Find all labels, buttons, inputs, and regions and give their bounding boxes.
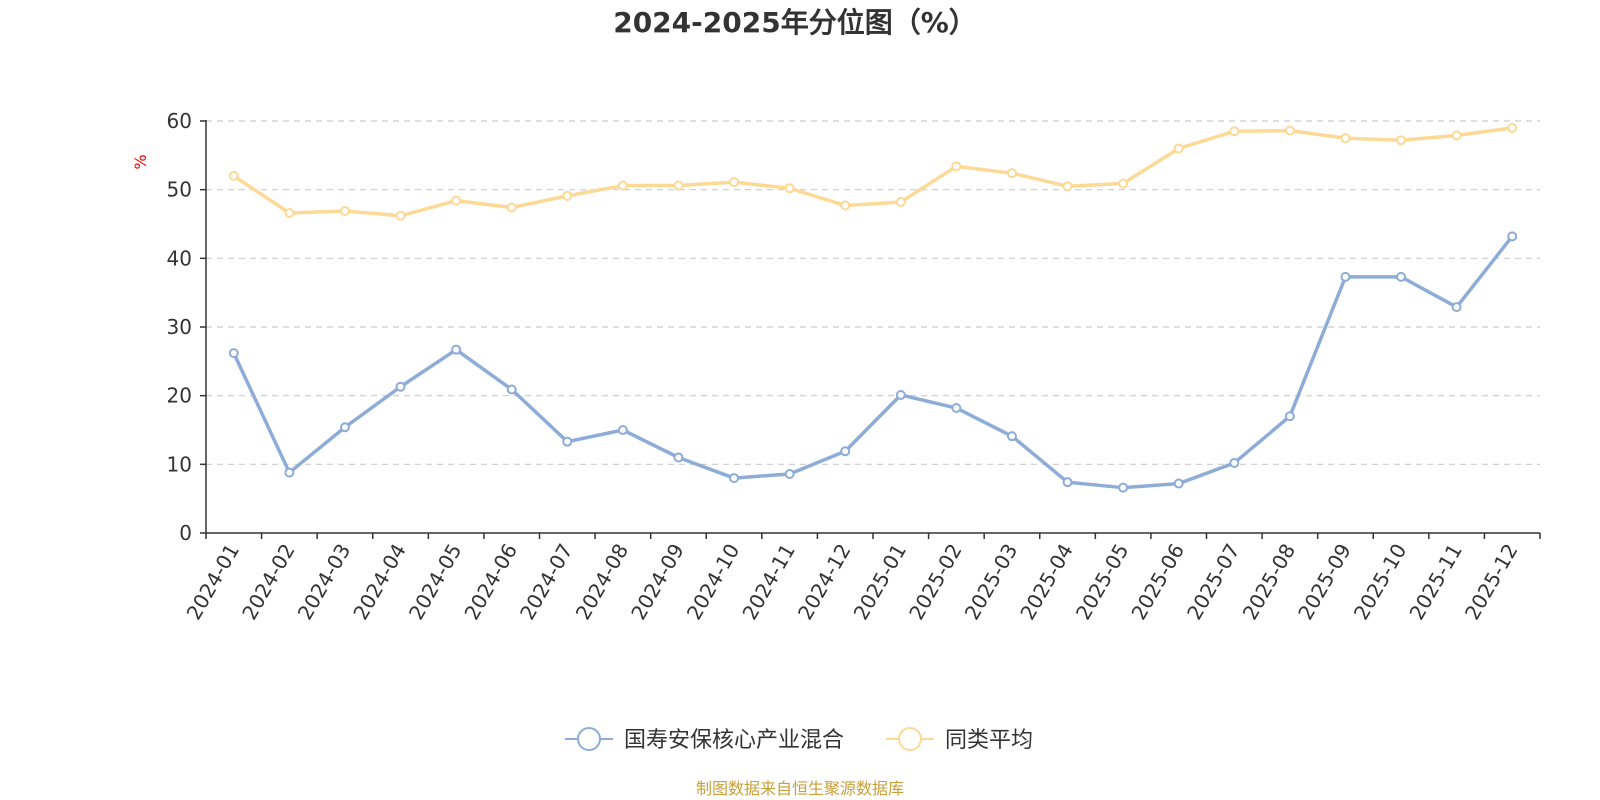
y-tick-label: 50 xyxy=(167,178,192,202)
x-tick-label: 2025-07 xyxy=(1182,540,1245,624)
data-point[interactable] xyxy=(1396,271,1407,282)
y-tick-labels: 0 10 20 30 40 50 60 xyxy=(167,109,192,545)
x-tick-label: 2024-03 xyxy=(293,540,356,624)
y-tick-label: 60 xyxy=(167,109,192,133)
data-point[interactable] xyxy=(1118,482,1129,493)
y-tick-label: 20 xyxy=(167,384,192,408)
series xyxy=(228,122,1518,493)
x-tick-label: 2024-08 xyxy=(571,540,634,624)
data-point[interactable] xyxy=(840,200,851,211)
x-tick-label: 2024-05 xyxy=(404,540,467,624)
legend[interactable]: 国寿安保核心产业混合 同类平均 xyxy=(565,727,1033,753)
data-point[interactable] xyxy=(339,205,350,216)
data-point[interactable] xyxy=(1062,181,1073,192)
data-point[interactable] xyxy=(1006,431,1017,442)
data-point[interactable] xyxy=(895,389,906,400)
data-point[interactable] xyxy=(1229,457,1240,468)
x-tick-label: 2025-03 xyxy=(960,539,1023,623)
data-point[interactable] xyxy=(451,344,462,355)
data-point[interactable] xyxy=(395,381,406,392)
series-line-0 xyxy=(232,235,1514,490)
gridlines xyxy=(206,120,1540,465)
data-point[interactable] xyxy=(951,403,962,414)
legend-label-fund: 国寿安保核心产业混合 xyxy=(624,728,844,753)
x-tick-label: 2024-07 xyxy=(515,540,578,624)
data-point[interactable] xyxy=(506,384,517,395)
x-tick-label: 2024-09 xyxy=(626,540,689,624)
chart-title: 2024-2025年分位图（%） xyxy=(613,6,977,39)
y-tick-label: 30 xyxy=(167,315,192,339)
data-point[interactable] xyxy=(617,425,628,435)
data-point[interactable] xyxy=(1062,477,1073,488)
data-point[interactable] xyxy=(784,183,795,194)
x-tick-label: 2024-02 xyxy=(237,540,300,624)
x-tick-label: 2025-06 xyxy=(1126,540,1189,624)
data-point[interactable] xyxy=(339,422,350,433)
data-point[interactable] xyxy=(1451,302,1462,313)
y-tick-label: 40 xyxy=(167,246,192,270)
x-tick-label: 2024-10 xyxy=(682,540,745,624)
data-point[interactable] xyxy=(1173,478,1184,489)
x-tick-label: 2024-11 xyxy=(737,540,800,624)
series-0 xyxy=(228,231,1518,493)
data-point[interactable] xyxy=(617,180,628,191)
data-point[interactable] xyxy=(228,170,239,181)
legend-item-average[interactable]: 同类平均 xyxy=(886,727,1033,753)
data-point[interactable] xyxy=(228,348,239,359)
x-tick-label: 2025-04 xyxy=(1015,540,1078,624)
x-tick-labels: 2024-012024-022024-032024-042024-052024-… xyxy=(182,539,1523,623)
data-point[interactable] xyxy=(673,452,684,463)
x-tick-label: 2024-04 xyxy=(348,540,411,624)
data-point[interactable] xyxy=(673,180,684,191)
series-line-1 xyxy=(232,126,1513,218)
data-point[interactable] xyxy=(1396,135,1407,146)
data-point[interactable] xyxy=(1173,143,1184,154)
x-tick-label: 2025-05 xyxy=(1071,540,1134,624)
data-point[interactable] xyxy=(1229,126,1240,137)
data-point[interactable] xyxy=(284,467,295,478)
data-point[interactable] xyxy=(1340,271,1351,282)
x-tick-label: 2025-10 xyxy=(1349,540,1412,624)
x-tick-label: 2024-01 xyxy=(182,540,245,624)
legend-label-average: 同类平均 xyxy=(945,728,1033,753)
x-tick-label: 2024-06 xyxy=(459,540,522,624)
legend-item-fund[interactable]: 国寿安保核心产业混合 xyxy=(565,727,844,753)
data-point[interactable] xyxy=(1118,178,1129,189)
x-tick-label: 2025-09 xyxy=(1293,540,1356,624)
data-point[interactable] xyxy=(840,446,851,457)
data-point[interactable] xyxy=(1451,130,1462,141)
data-point[interactable] xyxy=(951,161,962,172)
y-tick-label: 0 xyxy=(179,521,192,545)
x-tick-label: 2025-01 xyxy=(849,540,912,624)
data-point[interactable] xyxy=(1006,168,1017,179)
data-point[interactable] xyxy=(506,202,517,213)
x-tick-label: 2024-12 xyxy=(793,540,856,624)
data-point[interactable] xyxy=(729,177,740,188)
data-point[interactable] xyxy=(895,197,906,208)
data-point[interactable] xyxy=(451,195,462,206)
x-tick-label: 2025-11 xyxy=(1404,540,1467,624)
source-note: 制图数据来自恒生聚源数据库 xyxy=(696,779,904,798)
legend-marker-fund xyxy=(577,727,601,751)
y-axis-label: % xyxy=(131,154,150,169)
legend-marker-average xyxy=(898,727,922,751)
data-point[interactable] xyxy=(729,473,740,484)
x-tick-label: 2025-08 xyxy=(1238,540,1301,624)
data-point[interactable] xyxy=(1340,133,1351,144)
data-point[interactable] xyxy=(784,468,795,479)
series-1 xyxy=(228,122,1518,221)
data-point[interactable] xyxy=(1284,125,1295,136)
y-tick-label: 10 xyxy=(167,452,192,476)
x-tick-label: 2025-02 xyxy=(904,540,967,624)
axes xyxy=(200,120,1541,539)
data-point[interactable] xyxy=(284,208,295,219)
data-point[interactable] xyxy=(1507,231,1518,242)
data-point[interactable] xyxy=(562,436,573,447)
data-point[interactable] xyxy=(562,190,573,201)
data-point[interactable] xyxy=(1284,411,1295,422)
data-point[interactable] xyxy=(1507,122,1518,133)
x-tick-label: 2025-12 xyxy=(1460,540,1523,624)
data-point[interactable] xyxy=(395,210,406,221)
